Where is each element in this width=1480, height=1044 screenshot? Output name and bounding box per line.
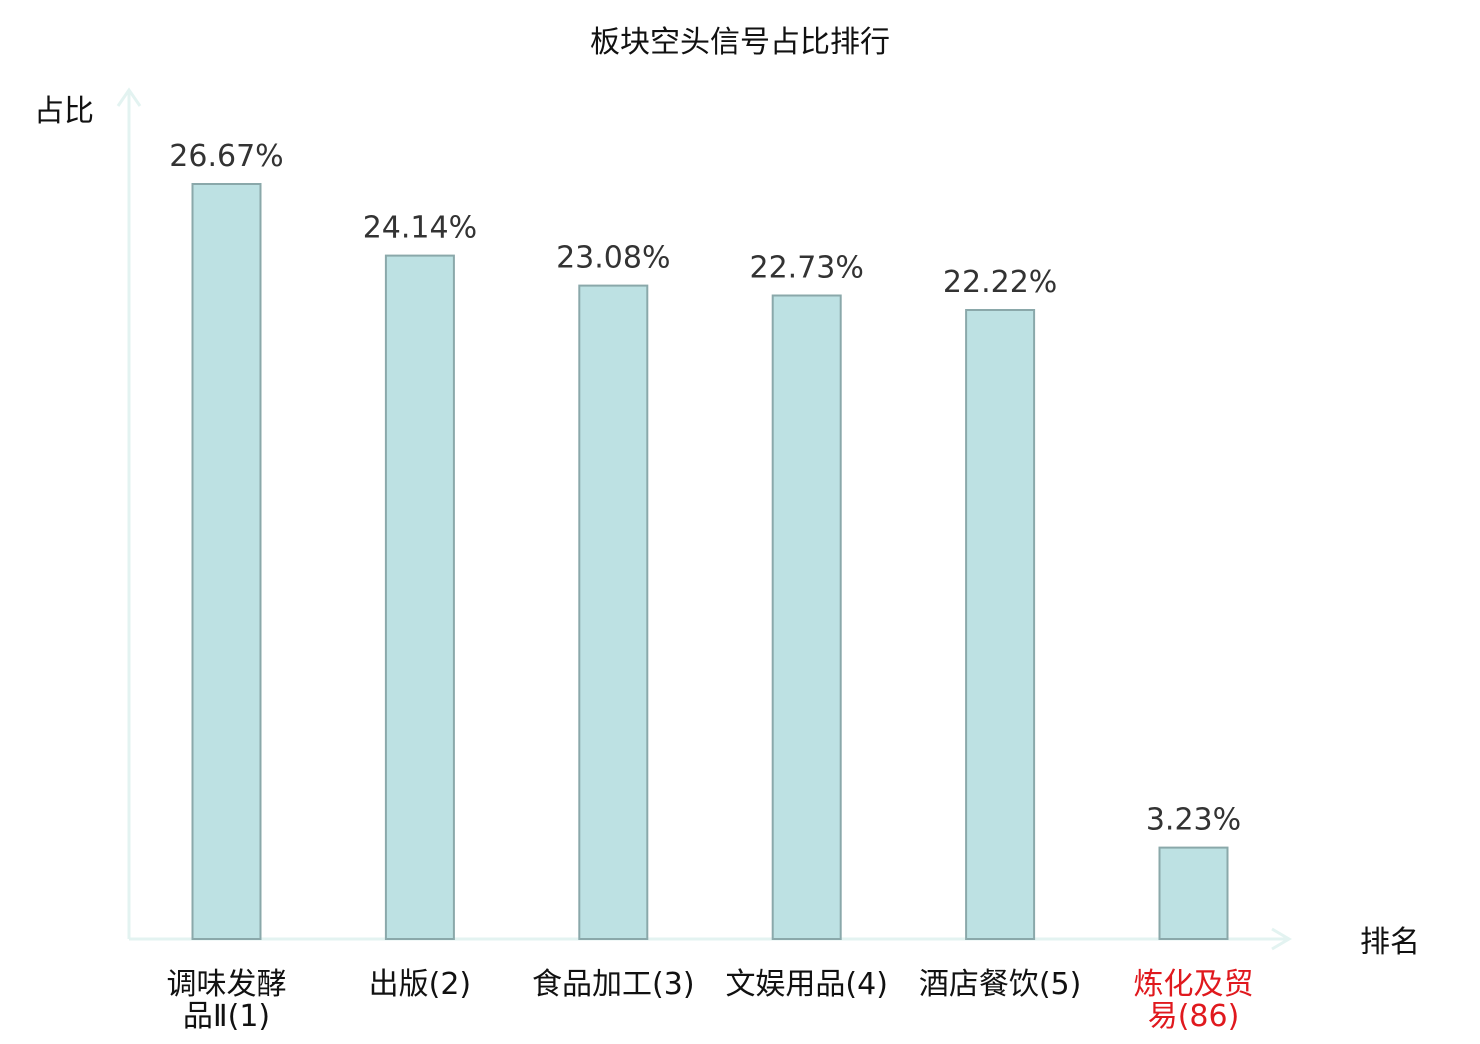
bar	[965, 309, 1036, 940]
category-label: 调味发酵	[167, 967, 287, 1002]
category-label: 易(86)	[1148, 999, 1240, 1034]
value-label: 23.08%	[556, 241, 670, 276]
category-label: 炼化及贸	[1134, 967, 1254, 1002]
chart-title: 板块空头信号占比排行	[590, 25, 890, 60]
category-label: 出版(2)	[369, 967, 472, 1002]
bar	[578, 284, 649, 941]
y-axis	[116, 87, 142, 939]
value-label: 24.14%	[363, 211, 477, 246]
bars-group	[191, 183, 1229, 941]
value-label: 22.73%	[750, 251, 864, 286]
category-label: 食品加工(3)	[532, 967, 695, 1002]
value-label: 26.67%	[169, 139, 283, 174]
y-axis-label: 占比	[34, 94, 94, 129]
bar	[1158, 846, 1229, 940]
category-label: 文娱用品(4)	[725, 967, 888, 1002]
category-label: 酒店餐饮(5)	[919, 967, 1082, 1002]
bar	[771, 294, 842, 940]
bar	[191, 183, 262, 940]
category-label: 品Ⅱ(1)	[183, 999, 270, 1034]
x-axis-label: 排名	[1360, 925, 1420, 960]
x-axis	[129, 927, 1292, 951]
value-label: 3.23%	[1146, 803, 1241, 838]
value-labels-group: 26.67% 24.14% 23.08% 22.73% 22.22% 3.23%	[169, 139, 1241, 838]
value-label: 22.22%	[943, 265, 1057, 300]
bar	[384, 254, 455, 941]
